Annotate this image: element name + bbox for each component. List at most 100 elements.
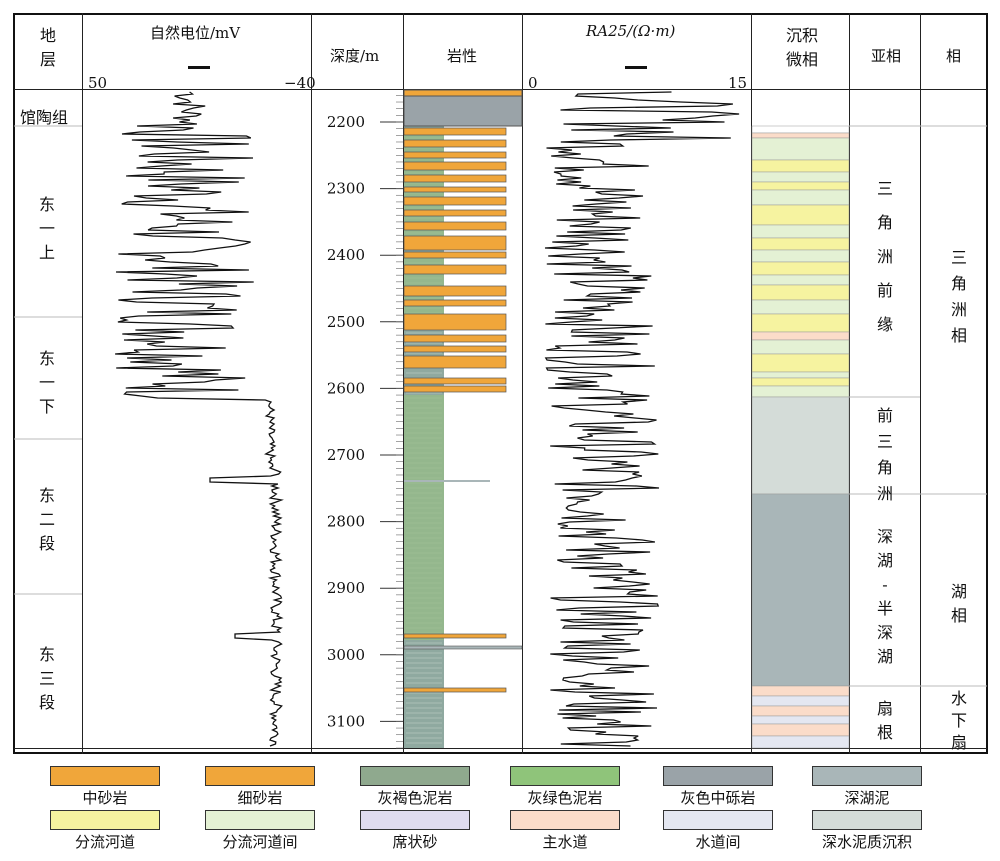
sandstone-bed [403, 313, 507, 331]
sandstone-bed [403, 221, 507, 231]
legend-swatch [50, 810, 160, 830]
microfacies-band [751, 705, 850, 717]
microfacies-band [751, 385, 850, 398]
depth-tick-label: 2600 [327, 379, 365, 397]
microfacies-band [751, 685, 850, 697]
column-divider [522, 13, 523, 754]
microfacies-band [751, 339, 850, 355]
depth-header: 深度/m [330, 47, 380, 65]
thin-mud-bed [403, 645, 523, 650]
legend-label: 灰绿色泥岩 [527, 789, 603, 807]
depth-tick-label: 2700 [327, 446, 365, 464]
depth-tick-label: 3000 [327, 646, 365, 664]
legend-swatch [205, 810, 315, 830]
sandstone-bed [403, 334, 507, 343]
depth-tick-label: 2300 [327, 180, 365, 198]
subfacies-deep-lake: 深湖-半深湖 [876, 527, 893, 666]
sandstone-bed [403, 235, 507, 251]
well-log-frame [13, 13, 988, 754]
microfacies-band [751, 695, 850, 707]
legend-swatch [663, 766, 773, 786]
legend-label: 细砂岩 [237, 789, 283, 807]
legend-label: 分流河道 [74, 833, 135, 851]
sandstone-bed [403, 139, 507, 148]
sandstone-bed [403, 633, 507, 639]
column-divider [403, 13, 404, 754]
legend-swatch [663, 810, 773, 830]
sandstone-bed [403, 251, 507, 259]
legend-label: 中砂岩 [82, 789, 128, 807]
subfacies-header: 亚相 [871, 47, 902, 65]
depth-tick-label: 2400 [327, 246, 365, 264]
legend-label: 灰色中砾岩 [680, 789, 756, 807]
formation-dong3: 东三段 [38, 645, 55, 712]
microfacies-band [751, 331, 850, 341]
sp-scale-bar [188, 66, 210, 69]
legend-label: 深水泥质沉积 [821, 833, 912, 851]
depth-tick-label: 3100 [327, 712, 365, 730]
microfacies-band [751, 715, 850, 725]
microfacies-band [751, 137, 850, 161]
depth-tick-label: 2800 [327, 513, 365, 531]
legend-label: 分流河道间 [222, 833, 298, 851]
column-divider [751, 13, 752, 754]
sp-right-value: −40 [284, 74, 316, 92]
microfacies-band [751, 299, 850, 315]
ra25-curve [544, 91, 740, 747]
formation-dong1-upper: 东一上 [38, 195, 55, 262]
sandstone-bed [403, 345, 507, 353]
subfacies-prodelta: 前三角洲 [876, 406, 893, 503]
sandstone-bed [403, 196, 507, 206]
microfacies-band [751, 313, 850, 333]
facies-subaqueous-fan: 水下扇 [950, 689, 967, 752]
sandstone-bed [403, 355, 507, 369]
legend-label: 主水道 [542, 833, 588, 851]
microfacies-band [751, 171, 850, 183]
legend-swatch [510, 766, 620, 786]
microfacies-band [751, 181, 850, 191]
facies-lake: 湖相 [950, 582, 967, 625]
legend-swatch [360, 766, 470, 786]
legend-label: 席状砂 [392, 833, 438, 851]
sandstone-bed [403, 687, 507, 693]
subfacies-fan-root: 扇根 [876, 699, 893, 742]
subfacies-delta-front: 三角洲前缘 [876, 179, 893, 334]
microfacies-band [751, 274, 850, 286]
sandstone-bed [403, 174, 507, 183]
microfacies-band [751, 237, 850, 251]
green-mudstone-zone [404, 395, 444, 640]
sp-curve [115, 91, 284, 747]
microfacies-band [751, 159, 850, 173]
formation-dong2: 东二段 [38, 486, 55, 553]
microfacies-header: 沉积 微相 [785, 26, 818, 69]
depth-tick-label: 2500 [327, 313, 365, 331]
sandstone-bed [403, 161, 507, 171]
column-divider [82, 13, 83, 754]
ra25-right-value: 15 [728, 74, 748, 92]
footer-divider [14, 748, 987, 749]
formation-header: 地层 [39, 26, 56, 69]
facies-header: 相 [946, 47, 962, 65]
legend-swatch [205, 766, 315, 786]
ra25-scale-bar [625, 66, 647, 69]
sandstone-bed [403, 186, 507, 193]
sandstone-bed [403, 299, 507, 307]
microfacies-band [751, 735, 850, 749]
sandstone-bed [403, 285, 507, 297]
depth-tick-label: 2200 [327, 113, 365, 131]
sandstone-bed [403, 385, 507, 393]
microfacies-band [751, 284, 850, 301]
legend-swatch [360, 810, 470, 830]
microfacies-band [751, 204, 850, 226]
sandstone-bed [403, 377, 507, 385]
ra25-header: RA25/(Ω·m) [586, 22, 676, 40]
microfacies-band [751, 371, 850, 379]
microfacies-band [751, 353, 850, 373]
ra25-left-value: 0 [528, 74, 538, 92]
sandstone-bed [403, 151, 507, 159]
lithology-header: 岩性 [447, 47, 478, 65]
legend-label: 灰褐色泥岩 [377, 789, 453, 807]
formation-dong1-lower: 东一下 [38, 349, 55, 416]
thin-bed [404, 480, 490, 482]
